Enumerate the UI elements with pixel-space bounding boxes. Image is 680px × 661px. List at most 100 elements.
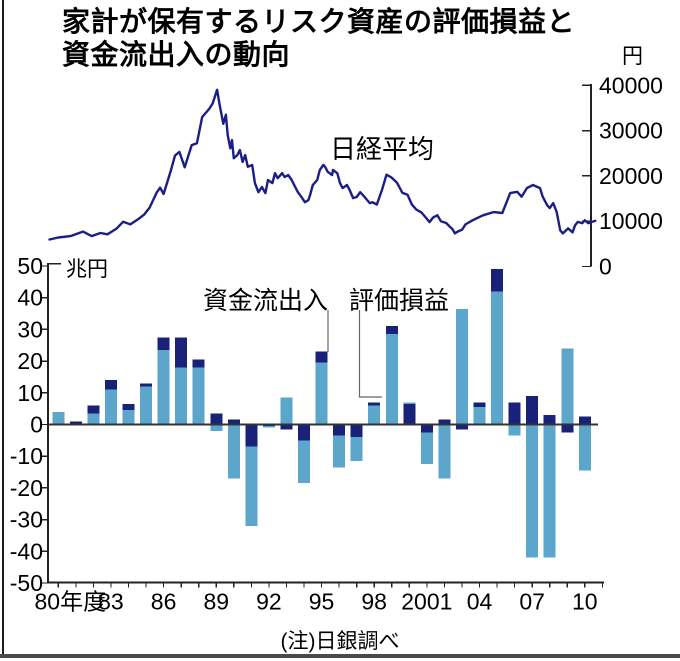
bar-segment-flow (315, 351, 328, 363)
bar-segment-flow (578, 416, 591, 425)
bar-segment-flow (420, 424, 433, 433)
right-axis-tick-label: 30000 (599, 118, 663, 144)
bar-segment-flow (87, 405, 100, 414)
bar-segment-valuation (420, 432, 433, 465)
title-line-2: 資金流出入の動向 (62, 39, 291, 71)
left-axis-tick-label: -10 (10, 443, 43, 469)
bar-segment-flow (280, 424, 293, 430)
legend-label-valuation: 評価損益 (349, 287, 450, 315)
x-axis-tick-label: 95 (309, 589, 335, 615)
left-axis-tick-label: 40 (17, 285, 43, 311)
x-axis-tick-label: 07 (519, 589, 545, 615)
source-note: (注)日銀調べ (280, 630, 400, 653)
article-left-border (2, 0, 4, 657)
bar-segment-valuation (104, 389, 117, 425)
bar-segment-valuation (227, 424, 240, 479)
bar-segment-flow (104, 380, 117, 390)
page-title: 家計が保有するリスク資産の評価損益と 資金流出入の動向 (62, 5, 575, 71)
pointer-line-valuation (358, 310, 382, 398)
bar-segment-flow (368, 402, 381, 406)
left-axis-tick-label: -50 (10, 570, 43, 596)
bar-segment-valuation (210, 424, 223, 431)
bar-segment-valuation (455, 308, 468, 425)
bar-segment-flow (385, 326, 398, 335)
bar-segment-valuation (508, 424, 521, 436)
bar-segment-flow (526, 395, 539, 425)
bar-segment-valuation (526, 424, 539, 558)
bar-segment-valuation (438, 424, 451, 479)
bar-segment-valuation (245, 446, 258, 526)
bar-segment-flow (69, 421, 82, 425)
bar-segment-valuation (385, 334, 398, 425)
x-axis-tick-label: 80年度 (35, 589, 107, 615)
left-axis-unit-label: 兆円 (66, 258, 108, 281)
legend-label-fund-flow: 資金流出入 (203, 287, 329, 315)
bar-segment-flow (175, 337, 188, 368)
bar-segment-flow (122, 403, 135, 411)
left-axis-tick-label: -20 (10, 475, 43, 501)
right-axis-tick-label: 20000 (599, 163, 663, 189)
x-axis-tick-label: 83 (98, 589, 124, 615)
bar-segment-flow (491, 269, 504, 292)
x-axis-tick-label: 98 (361, 589, 387, 615)
bar-segment-valuation (350, 437, 363, 461)
bar-segment-flow (210, 413, 223, 425)
bar-segment-flow (227, 419, 240, 425)
bar-segment-valuation (52, 411, 65, 425)
bar-segment-valuation (368, 405, 381, 425)
bar-segment-flow (438, 419, 451, 425)
nikkei-series-label: 日経平均 (330, 134, 435, 164)
bar-segment-flow (543, 414, 556, 425)
bar-segment-valuation (403, 402, 416, 404)
x-axis-tick-label: 2001 (401, 589, 452, 615)
bar-segment-flow (192, 359, 205, 368)
right-axis-tick-label: 0 (599, 254, 612, 280)
right-axis-tick-label: 10000 (599, 208, 663, 234)
bar-segment-flow (508, 402, 521, 425)
left-axis-tick-label: 50 (17, 253, 43, 279)
bar-segment-valuation (561, 348, 574, 425)
left-axis-tick-label: -40 (10, 538, 43, 564)
x-axis-tick-label: 04 (467, 589, 493, 615)
article-bottom-border (0, 654, 680, 658)
bar-segment-flow (140, 383, 153, 387)
x-axis-tick-label: 86 (151, 589, 177, 615)
bar-segment-valuation (140, 386, 153, 425)
bar-segment-valuation (578, 424, 591, 471)
bar-segment-valuation (262, 426, 275, 428)
bar-segment-flow (157, 337, 170, 351)
bar-segment-valuation (333, 435, 346, 468)
bar-segment-valuation (473, 407, 486, 425)
bar-segment-flow (403, 403, 416, 425)
left-axis-tick-label: 30 (17, 316, 43, 342)
x-axis-tick-label: 10 (572, 589, 598, 615)
left-axis-tick-label: 0 (30, 412, 43, 438)
bar-segment-flow (298, 424, 310, 441)
bar-segment-valuation (298, 440, 310, 484)
x-axis-tick-label: 92 (256, 589, 282, 615)
bar-segment-valuation (157, 350, 170, 425)
bar-segment-flow (245, 424, 258, 447)
nikkei-line-series (48, 88, 597, 241)
bar-segment-flow (350, 424, 363, 438)
right-axis-unit-label: 円 (622, 45, 643, 68)
bar-segment-valuation (192, 367, 205, 425)
left-axis-tick-label: -30 (10, 507, 43, 533)
title-line-1: 家計が保有するリスク資産の評価損益と (62, 6, 576, 37)
bar-segment-flow (333, 424, 346, 436)
left-axis-tick-label: 20 (17, 348, 43, 374)
bar-segment-valuation (543, 424, 556, 558)
bar-segment-valuation (280, 397, 293, 425)
left-axis-tick-label: 10 (17, 380, 43, 406)
bar-segment-valuation (122, 410, 135, 425)
bar-segment-valuation (175, 367, 188, 425)
bar-segment-flow (455, 424, 468, 430)
bar-segment-flow (561, 424, 574, 433)
bar-segment-valuation (87, 413, 100, 425)
bar-segment-flow (473, 402, 486, 408)
bar-segment-valuation (491, 291, 504, 425)
x-axis-tick-label: 89 (203, 589, 229, 615)
right-axis-tick-label: 40000 (599, 72, 663, 98)
